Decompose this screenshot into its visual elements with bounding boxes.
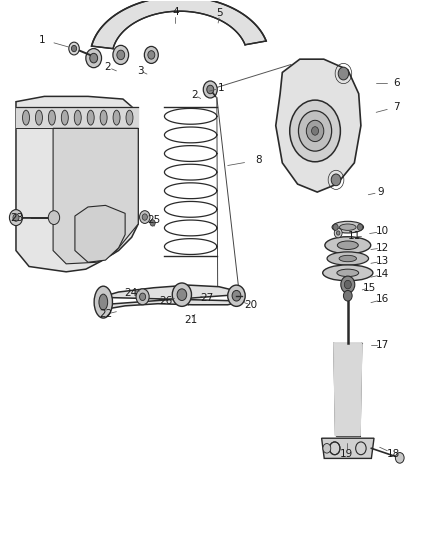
Ellipse shape <box>339 224 356 230</box>
Text: 20: 20 <box>244 300 257 310</box>
Circle shape <box>145 46 158 63</box>
Ellipse shape <box>337 269 359 277</box>
Text: 27: 27 <box>200 293 213 303</box>
Ellipse shape <box>99 294 108 310</box>
Polygon shape <box>321 438 374 458</box>
Ellipse shape <box>61 110 68 125</box>
Polygon shape <box>100 285 244 309</box>
Ellipse shape <box>22 110 29 125</box>
Circle shape <box>396 453 404 463</box>
Polygon shape <box>276 59 361 192</box>
Circle shape <box>357 224 363 230</box>
Polygon shape <box>53 128 138 264</box>
Text: 19: 19 <box>340 449 353 458</box>
Polygon shape <box>75 205 125 262</box>
Text: 15: 15 <box>363 283 376 293</box>
Text: 3: 3 <box>137 66 144 76</box>
Circle shape <box>117 50 125 60</box>
Ellipse shape <box>113 110 120 125</box>
Circle shape <box>290 100 340 162</box>
Text: 24: 24 <box>124 288 138 298</box>
Circle shape <box>13 214 19 221</box>
Circle shape <box>113 45 129 64</box>
Text: 13: 13 <box>376 256 389 266</box>
Circle shape <box>228 285 245 306</box>
Text: 14: 14 <box>376 270 389 279</box>
Ellipse shape <box>74 110 81 125</box>
Ellipse shape <box>100 110 107 125</box>
Circle shape <box>338 67 349 80</box>
Circle shape <box>48 211 60 224</box>
Circle shape <box>203 81 217 98</box>
Text: 22: 22 <box>99 309 112 319</box>
Circle shape <box>232 290 241 301</box>
Text: 9: 9 <box>377 187 384 197</box>
Text: 8: 8 <box>255 155 261 165</box>
Text: 11: 11 <box>348 231 361 241</box>
Text: 7: 7 <box>393 102 399 112</box>
Circle shape <box>140 293 146 301</box>
Text: 23: 23 <box>11 213 24 223</box>
Ellipse shape <box>327 252 368 265</box>
Text: 2: 2 <box>192 90 198 100</box>
Circle shape <box>10 209 22 225</box>
Ellipse shape <box>332 221 364 233</box>
Circle shape <box>177 289 187 301</box>
Circle shape <box>341 276 355 293</box>
Text: 26: 26 <box>159 295 173 305</box>
Text: 4: 4 <box>172 7 179 18</box>
Circle shape <box>69 42 79 55</box>
Ellipse shape <box>339 255 357 262</box>
Circle shape <box>298 111 332 151</box>
Text: 12: 12 <box>376 243 389 253</box>
Text: 10: 10 <box>376 227 389 237</box>
Circle shape <box>344 280 351 289</box>
Polygon shape <box>334 343 362 435</box>
Text: 1: 1 <box>218 83 225 93</box>
Ellipse shape <box>323 265 373 281</box>
Text: 1: 1 <box>39 35 46 44</box>
Circle shape <box>311 127 318 135</box>
Text: 17: 17 <box>376 340 389 350</box>
Text: 5: 5 <box>216 9 223 19</box>
Polygon shape <box>92 0 266 49</box>
Circle shape <box>150 220 155 226</box>
Text: 25: 25 <box>147 215 160 225</box>
Polygon shape <box>16 107 138 128</box>
Ellipse shape <box>48 110 55 125</box>
Ellipse shape <box>126 110 133 125</box>
Circle shape <box>148 51 155 59</box>
Circle shape <box>142 214 148 220</box>
Circle shape <box>323 443 331 453</box>
Circle shape <box>86 49 102 68</box>
Circle shape <box>136 289 149 305</box>
Circle shape <box>306 120 324 142</box>
Circle shape <box>90 53 98 63</box>
Text: 18: 18 <box>387 449 400 458</box>
Circle shape <box>331 174 341 185</box>
Ellipse shape <box>94 286 113 318</box>
Text: 16: 16 <box>376 294 389 304</box>
Ellipse shape <box>35 110 42 125</box>
Text: 6: 6 <box>393 78 399 88</box>
Polygon shape <box>16 96 138 272</box>
Ellipse shape <box>337 241 358 249</box>
Circle shape <box>343 290 352 301</box>
Circle shape <box>334 228 342 238</box>
Ellipse shape <box>87 110 94 125</box>
Text: 21: 21 <box>184 314 197 325</box>
Circle shape <box>207 85 214 94</box>
Text: 2: 2 <box>104 62 111 72</box>
Circle shape <box>71 45 77 52</box>
Ellipse shape <box>325 237 371 254</box>
Circle shape <box>336 231 340 235</box>
Circle shape <box>172 283 191 306</box>
Circle shape <box>140 211 150 223</box>
Circle shape <box>333 224 338 230</box>
